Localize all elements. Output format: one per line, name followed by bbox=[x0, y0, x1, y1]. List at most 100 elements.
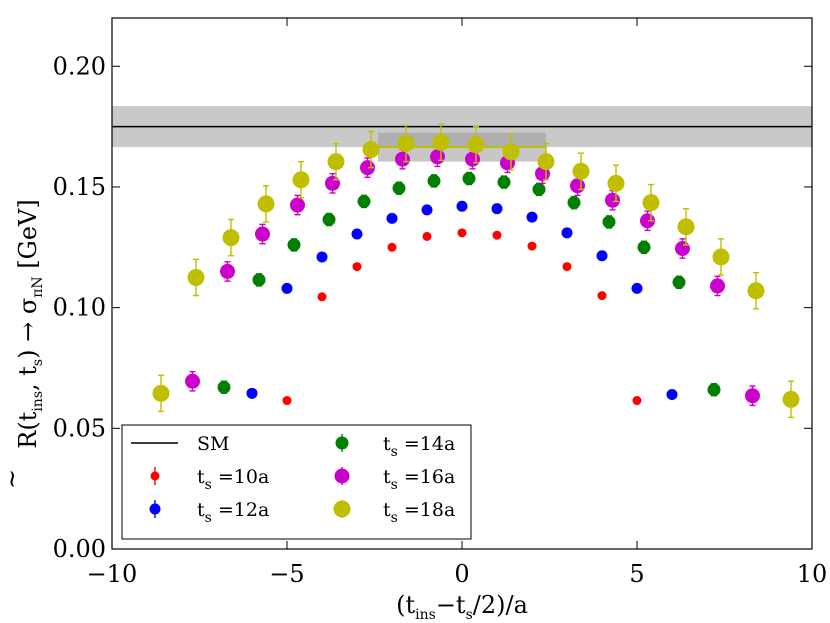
data-point bbox=[217, 380, 231, 395]
y-tick-label: 0.15 bbox=[53, 173, 106, 201]
legend-label-sub: s bbox=[391, 477, 398, 493]
marker bbox=[397, 135, 415, 153]
marker bbox=[281, 282, 293, 294]
x-tick-label: 10 bbox=[797, 560, 828, 588]
data-point bbox=[282, 396, 292, 406]
marker bbox=[747, 282, 765, 300]
series-10a bbox=[282, 228, 642, 406]
marker bbox=[497, 175, 511, 189]
marker bbox=[462, 172, 476, 186]
data-point bbox=[502, 133, 520, 171]
legend-label: ts =16a bbox=[383, 466, 455, 493]
legend-label-rest: =10a bbox=[212, 466, 269, 488]
data-point bbox=[292, 160, 310, 199]
data-point bbox=[562, 262, 572, 272]
marker bbox=[352, 262, 362, 272]
marker bbox=[456, 200, 468, 212]
legend-label-base: t bbox=[197, 466, 205, 488]
svg-text:R(tins, ts) → σπN [GeV]: R(tins, ts) → σπN [GeV] bbox=[14, 199, 46, 449]
legend-label-base: t bbox=[197, 499, 205, 521]
legend-label-sub: s bbox=[391, 510, 398, 526]
marker bbox=[246, 387, 258, 399]
marker bbox=[567, 196, 581, 210]
data-point bbox=[362, 130, 380, 169]
marker bbox=[537, 153, 555, 171]
data-point bbox=[187, 258, 205, 297]
marker bbox=[287, 238, 301, 252]
legend-label-sub: s bbox=[391, 444, 398, 460]
marker bbox=[666, 389, 678, 401]
marker bbox=[597, 291, 607, 301]
legend-marker bbox=[334, 468, 350, 484]
data-point bbox=[316, 251, 328, 263]
data-point bbox=[707, 382, 721, 397]
data-point bbox=[357, 194, 371, 209]
legend-label: ts =10a bbox=[197, 466, 269, 493]
marker bbox=[421, 204, 433, 216]
data-point bbox=[631, 282, 643, 294]
data-point bbox=[457, 228, 467, 238]
data-point bbox=[290, 194, 305, 216]
series-14a bbox=[217, 171, 721, 397]
legend-label: ts =14a bbox=[383, 433, 455, 460]
data-point bbox=[597, 291, 607, 301]
data-point bbox=[456, 200, 468, 212]
bands-layer bbox=[112, 106, 812, 162]
y-axis-label: R(tins, ts) → σπN [GeV] ~ bbox=[0, 199, 46, 489]
data-point bbox=[427, 174, 441, 188]
legend-label: SM bbox=[197, 433, 229, 455]
data-point bbox=[392, 181, 406, 195]
data-point bbox=[677, 207, 695, 246]
marker bbox=[672, 275, 686, 289]
marker bbox=[457, 228, 467, 238]
marker bbox=[602, 215, 616, 229]
legend-label-rest: =14a bbox=[398, 433, 455, 455]
marker bbox=[677, 218, 695, 236]
legend-label-rest: =12a bbox=[212, 499, 269, 521]
x-axis-label: (tins−ts/2)/a bbox=[396, 591, 528, 623]
marker bbox=[572, 162, 590, 180]
data-point bbox=[537, 142, 555, 181]
marker bbox=[395, 151, 410, 167]
marker bbox=[317, 292, 327, 302]
marker bbox=[187, 268, 205, 286]
data-point bbox=[387, 242, 397, 252]
data-point bbox=[152, 374, 170, 413]
marker bbox=[637, 240, 651, 254]
marker bbox=[562, 262, 572, 272]
data-point bbox=[386, 212, 398, 224]
data-point bbox=[255, 223, 270, 245]
data-point bbox=[497, 175, 511, 189]
data-point bbox=[596, 250, 608, 262]
x-tick-label: −5 bbox=[269, 560, 304, 588]
marker bbox=[292, 171, 310, 189]
data-point bbox=[532, 182, 546, 197]
data-point bbox=[710, 275, 725, 297]
data-point bbox=[782, 380, 800, 419]
marker bbox=[427, 174, 441, 188]
marker bbox=[465, 151, 480, 167]
x-tick-label: −10 bbox=[87, 560, 138, 588]
data-point bbox=[252, 273, 266, 287]
legend-marker bbox=[335, 436, 349, 450]
marker bbox=[596, 250, 608, 262]
marker bbox=[357, 194, 371, 208]
marker bbox=[527, 241, 537, 251]
data-point bbox=[572, 152, 590, 191]
y-tick-label: 0.10 bbox=[53, 294, 106, 322]
legend-label-base: t bbox=[383, 466, 391, 488]
y-axis-label-tilde: ~ bbox=[0, 469, 26, 489]
data-point bbox=[421, 204, 433, 216]
marker bbox=[707, 383, 721, 397]
marker bbox=[327, 153, 345, 171]
data-point bbox=[281, 282, 293, 294]
data-point bbox=[712, 238, 730, 276]
marker bbox=[561, 227, 573, 239]
data-point bbox=[632, 396, 642, 406]
data-point bbox=[492, 230, 502, 240]
marker bbox=[252, 273, 266, 287]
legend-label-base: t bbox=[383, 433, 391, 455]
legend-label: ts =12a bbox=[197, 499, 269, 526]
marker bbox=[607, 174, 625, 192]
